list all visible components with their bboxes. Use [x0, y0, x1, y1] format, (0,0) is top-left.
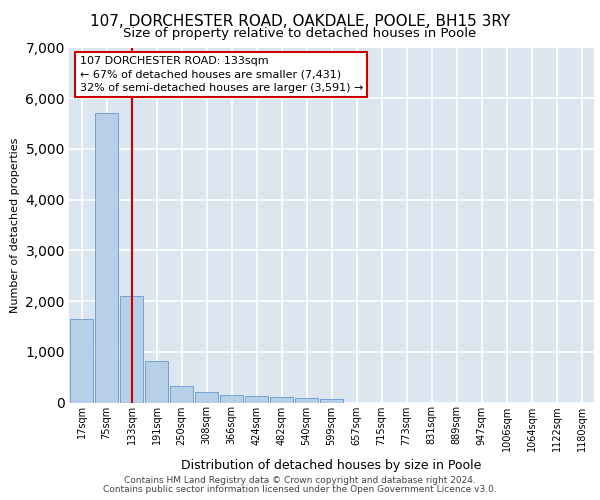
Bar — [95, 114, 118, 403]
Text: Size of property relative to detached houses in Poole: Size of property relative to detached ho… — [124, 28, 476, 40]
Bar — [195, 392, 218, 402]
Bar — [145, 361, 168, 403]
X-axis label: Distribution of detached houses by size in Poole: Distribution of detached houses by size … — [181, 459, 482, 472]
Bar — [320, 399, 343, 402]
Text: 107, DORCHESTER ROAD, OAKDALE, POOLE, BH15 3RY: 107, DORCHESTER ROAD, OAKDALE, POOLE, BH… — [90, 14, 510, 29]
Bar — [170, 386, 193, 402]
Bar — [220, 395, 243, 402]
Y-axis label: Number of detached properties: Number of detached properties — [10, 138, 20, 312]
Bar — [295, 398, 318, 402]
Bar — [270, 397, 293, 402]
Bar — [70, 319, 93, 402]
Text: Contains public sector information licensed under the Open Government Licence v3: Contains public sector information licen… — [103, 485, 497, 494]
Bar — [120, 296, 143, 403]
Bar — [245, 396, 268, 402]
Text: 107 DORCHESTER ROAD: 133sqm
← 67% of detached houses are smaller (7,431)
32% of : 107 DORCHESTER ROAD: 133sqm ← 67% of det… — [79, 56, 363, 93]
Text: Contains HM Land Registry data © Crown copyright and database right 2024.: Contains HM Land Registry data © Crown c… — [124, 476, 476, 485]
